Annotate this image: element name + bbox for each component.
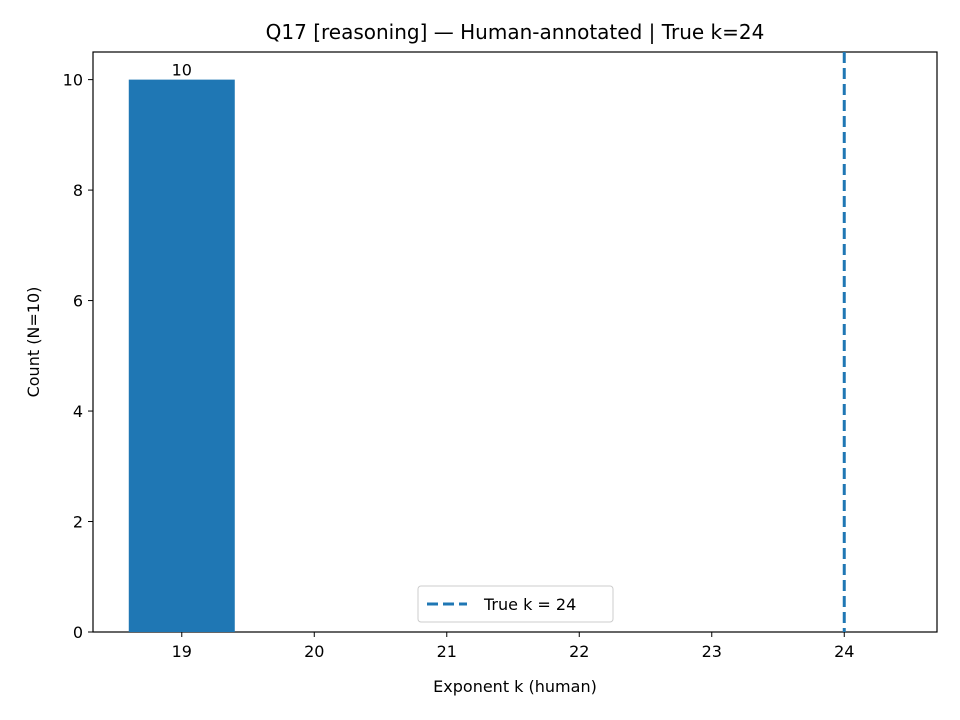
x-axis-label: Exponent k (human) (433, 677, 597, 696)
x-tick-label: 22 (569, 642, 589, 661)
chart-title: Q17 [reasoning] — Human-annotated | True… (266, 20, 765, 44)
bar-value-label: 10 (172, 61, 192, 80)
bars-layer: 10 (128, 61, 235, 633)
plot-area: 10 (92, 51, 938, 633)
x-tick-label: 24 (834, 642, 854, 661)
x-tick-label: 20 (304, 642, 324, 661)
y-tick-label: 4 (73, 402, 83, 421)
y-tick-label: 6 (73, 292, 83, 311)
legend-box (417, 585, 614, 623)
legend-entry-label: True k = 24 (483, 595, 576, 614)
x-tick-label: 21 (437, 642, 457, 661)
x-tick-label: 19 (172, 642, 192, 661)
x-tick-label: 23 (702, 642, 722, 661)
bar-19 (128, 79, 235, 633)
x-axis: 19 20 21 22 23 24 (172, 632, 854, 661)
y-axis: 0 2 4 6 8 10 (63, 71, 93, 642)
y-tick-label: 0 (73, 623, 83, 642)
y-axis-label: Count (N=10) (24, 287, 43, 398)
y-tick-label: 8 (73, 181, 83, 200)
y-tick-label: 2 (73, 513, 83, 532)
y-tick-label: 10 (63, 71, 83, 90)
legend: True k = 24 (417, 585, 614, 623)
